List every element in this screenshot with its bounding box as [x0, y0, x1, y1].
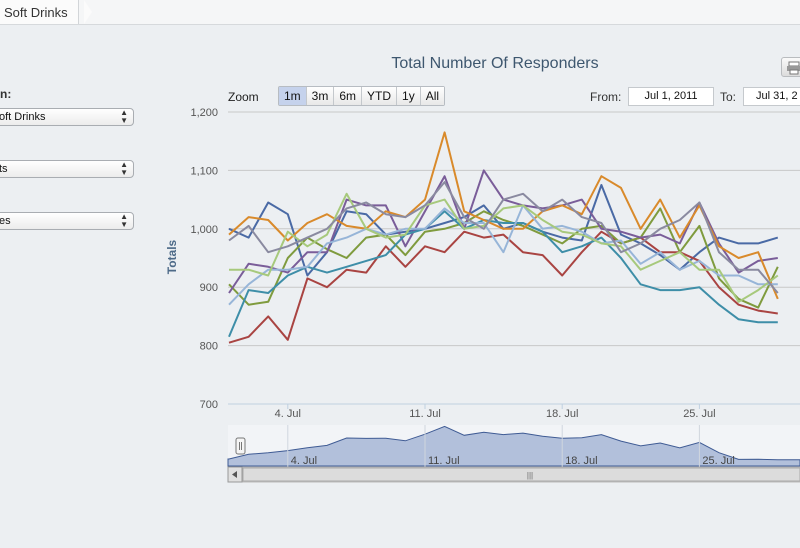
grouping-select-value: es — [0, 215, 11, 227]
select-arrows-icon: ▲ ▼ — [120, 212, 128, 229]
navigator-tick-label: 18. Jul — [565, 455, 597, 467]
scrollbar-thumb[interactable] — [242, 467, 800, 482]
y-axis-title: Totals — [165, 239, 179, 274]
y-axis: 700 800 900 1,000 1,100 1,200 — [190, 107, 218, 411]
series-line-5 — [228, 210, 778, 338]
zoom-button-group: 1m 3m 6m YTD 1y All — [278, 86, 446, 106]
x-axis: 4. Jul 11. Jul 18. Jul 25. Jul — [275, 404, 716, 420]
zoom-1m-button[interactable]: 1m — [279, 87, 307, 105]
series-line-8 — [229, 192, 779, 303]
to-label: To: — [720, 90, 737, 104]
x-tick-label: 25. Jul — [683, 408, 715, 420]
category-select-value: oft Drinks — [0, 111, 46, 123]
scrollbar[interactable]: ||| — [227, 466, 800, 483]
series-lines — [228, 131, 779, 344]
series-line-3 — [228, 207, 779, 309]
series-line-7 — [228, 204, 778, 306]
navigator-left-handle[interactable] — [235, 437, 246, 455]
navigator: 4. Jul 11. Jul 18. Jul 25. Jul — [227, 425, 800, 467]
scrollbar-grip: ||| — [527, 471, 533, 480]
chart-title: Total Number Of Responders — [391, 55, 599, 72]
y-tick-label: 1,000 — [190, 224, 218, 236]
navigator-ticks: 4. Jul 11. Jul 18. Jul 25. Jul — [287, 425, 735, 467]
from-date-input[interactable]: Jul 1, 2011 — [628, 87, 714, 106]
breadcrumb-arrow — [84, 0, 92, 24]
zoom-ytd-button[interactable]: YTD — [362, 87, 398, 105]
breadcrumb-item[interactable]: Soft Drinks — [0, 0, 79, 24]
select-arrows-icon: ▲ ▼ — [120, 108, 128, 125]
zoom-6m-button[interactable]: 6m — [334, 87, 363, 105]
category-select[interactable]: oft Drinks ▲ ▼ — [0, 108, 134, 126]
y-tick-label: 900 — [200, 282, 218, 294]
navigator-area — [227, 425, 800, 467]
y-tick-label: 1,200 — [190, 107, 218, 119]
series-line-9 — [228, 181, 779, 294]
zoom-all-button[interactable]: All — [420, 87, 445, 105]
navigator-tick-label: 4. Jul — [291, 455, 317, 467]
zoom-3m-button[interactable]: 3m — [306, 87, 335, 105]
y-tick-label: 700 — [200, 399, 218, 411]
x-tick-label: 18. Jul — [546, 408, 578, 420]
top-bar: Soft Drinks — [0, 0, 800, 25]
navigator-tick-label: 11. Jul — [428, 455, 460, 467]
select-arrows-icon: ▲ ▼ — [120, 160, 128, 177]
x-tick-label: 11. Jul — [409, 408, 441, 420]
x-tick-label: 4. Jul — [275, 408, 301, 420]
metric-select[interactable]: ts ▲ ▼ — [0, 160, 134, 178]
breadcrumb-label: Soft Drinks — [4, 5, 68, 20]
zoom-label: Zoom — [228, 90, 259, 104]
series-line-2 — [228, 230, 778, 344]
arrow-left-icon — [232, 471, 237, 478]
zoom-1y-button[interactable]: 1y — [397, 87, 421, 105]
from-label: From: — [590, 90, 622, 104]
y-tick-label: 800 — [200, 341, 218, 353]
sidebar-section-label: n: — [0, 87, 12, 101]
y-tick-label: 1,100 — [190, 165, 218, 177]
navigator-tick-label: 25. Jul — [702, 455, 734, 467]
gridlines — [228, 111, 800, 405]
metric-select-value: ts — [0, 163, 8, 175]
series-line-6 — [228, 131, 779, 300]
grouping-select[interactable]: es ▲ ▼ — [0, 212, 134, 230]
to-date-input[interactable]: Jul 31, 2 — [743, 87, 800, 106]
print-button[interactable] — [781, 57, 800, 77]
printer-icon — [787, 61, 800, 75]
